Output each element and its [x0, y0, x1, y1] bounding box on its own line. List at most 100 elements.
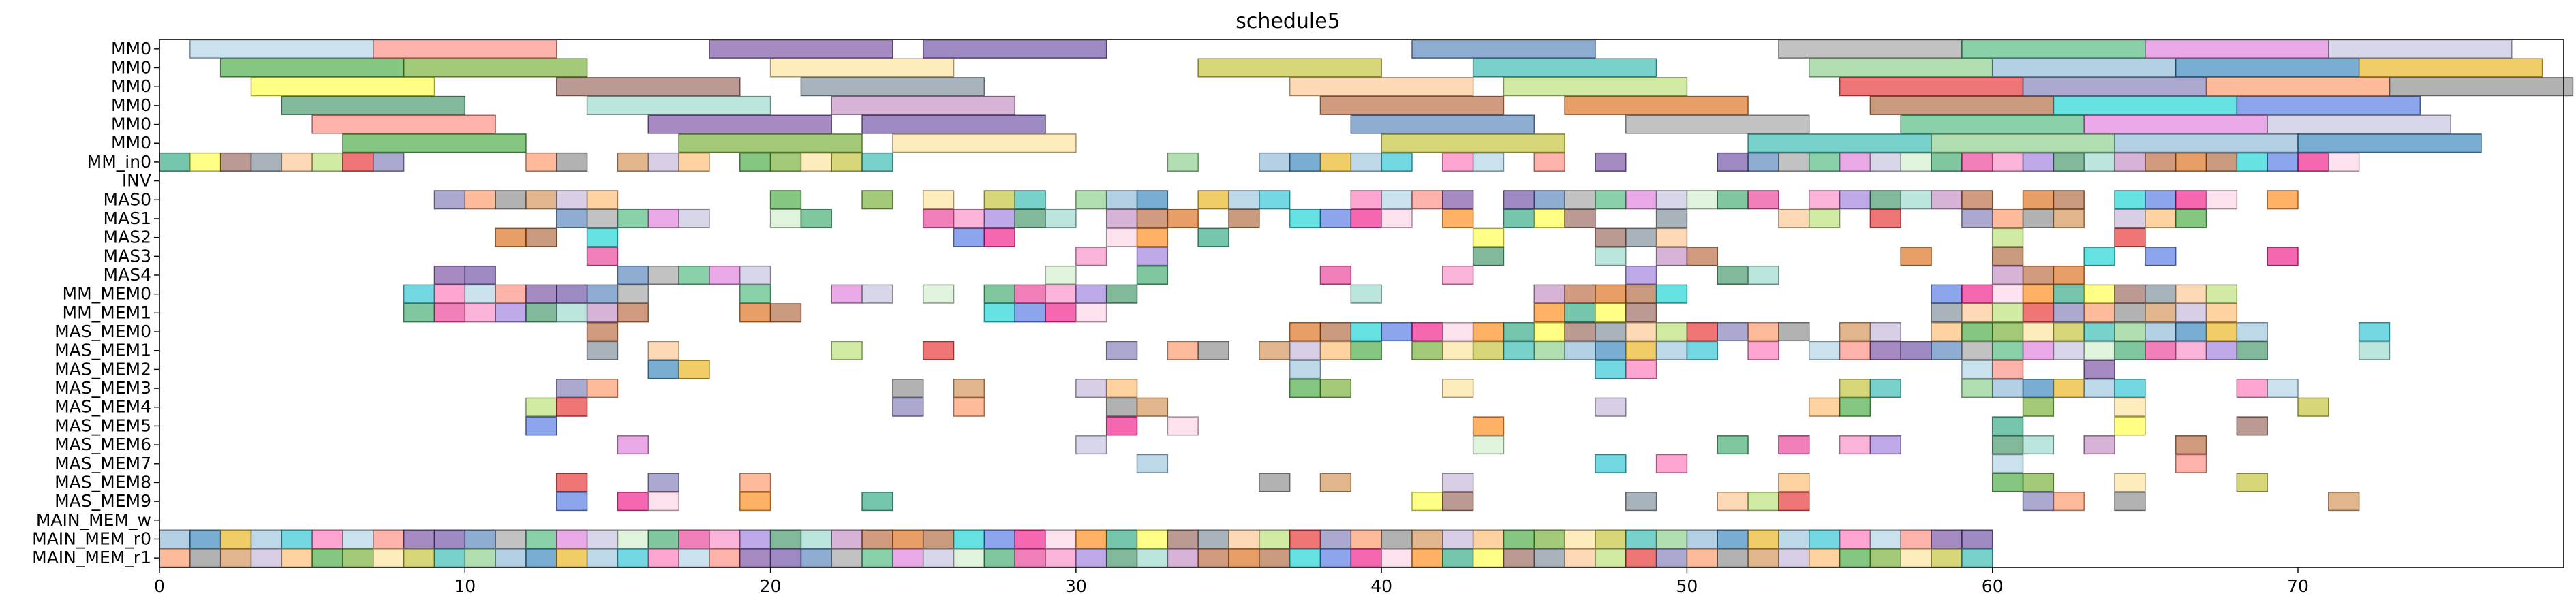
gantt-bar — [1350, 548, 1382, 568]
gantt-bar — [403, 303, 435, 323]
gantt-bar — [1931, 190, 1963, 210]
gantt-bar — [1747, 152, 1779, 172]
gantt-bar — [647, 152, 679, 172]
gantt-bar — [2083, 247, 2115, 266]
gantt-bar — [1991, 284, 2024, 304]
gantt-bar — [2114, 397, 2146, 417]
gantt-bar — [1411, 548, 1443, 568]
gantt-bar — [586, 321, 619, 342]
gantt-bar — [525, 529, 557, 549]
gantt-bar — [709, 39, 893, 59]
gantt-bar — [2145, 284, 2177, 304]
gantt-bar — [922, 39, 1107, 59]
gantt-bar — [1961, 321, 1993, 342]
gantt-bar — [1167, 529, 1199, 549]
gantt-bar — [1778, 435, 1810, 455]
gantt-bar — [495, 227, 527, 247]
gantt-bar — [647, 473, 679, 492]
gantt-bar — [1839, 529, 1871, 549]
gantt-bar — [1442, 265, 1474, 285]
gantt-bar — [159, 548, 191, 568]
gantt-bar — [739, 529, 771, 549]
x-tick-label: 10 — [454, 576, 476, 596]
gantt-bar — [2114, 152, 2146, 172]
gantt-bar — [2083, 114, 2268, 134]
gantt-bar — [1564, 208, 1596, 228]
gantt-bar — [2328, 39, 2513, 59]
gantt-bar — [2236, 341, 2268, 360]
gantt-bar — [1991, 303, 2024, 323]
gantt-bar — [1717, 435, 1749, 455]
gantt-bar — [739, 473, 771, 492]
gantt-bar — [2114, 341, 2146, 360]
gantt-bar — [464, 265, 496, 285]
gantt-bar — [922, 284, 955, 304]
gantt-bar — [1533, 529, 1565, 549]
gantt-bar — [1289, 379, 1321, 398]
y-tick-label: MM_MEM1 — [63, 302, 151, 322]
gantt-bar — [2145, 303, 2177, 323]
gantt-bar — [831, 284, 863, 304]
gantt-bar — [1686, 341, 1718, 360]
gantt-bar — [1197, 341, 1229, 360]
gantt-bar — [2022, 435, 2055, 455]
gantt-bar — [983, 548, 1015, 568]
gantt-bar — [403, 58, 588, 78]
gantt-bar — [1869, 435, 1901, 455]
y-tick-label: MAS_MEM0 — [55, 321, 151, 341]
gantt-bar — [2175, 321, 2207, 342]
gantt-bar — [2022, 303, 2055, 323]
gantt-bar — [1991, 379, 2024, 398]
gantt-bar — [1625, 303, 1657, 323]
gantt-bar — [2328, 152, 2360, 172]
gantt-bar — [525, 152, 557, 172]
gantt-bar — [2205, 77, 2391, 97]
gantt-bar — [1991, 454, 2024, 473]
gantt-bar — [1167, 341, 1199, 360]
y-tick-label: MAS_MEM6 — [55, 435, 151, 454]
gantt-bar — [1105, 379, 1138, 398]
gantt-bar — [1869, 321, 1901, 342]
gantt-bar — [1533, 548, 1565, 568]
gantt-bar — [2053, 190, 2085, 210]
gantt-bar — [342, 548, 374, 568]
gantt-bar — [1778, 473, 1810, 492]
gantt-bar — [1564, 190, 1596, 210]
gantt-bar — [1655, 227, 1688, 247]
gantt-bar — [342, 529, 374, 549]
gantt-bar — [2236, 321, 2268, 342]
gantt-bar — [1319, 379, 1352, 398]
gantt-bar — [403, 548, 435, 568]
gantt-bar — [983, 303, 1015, 323]
gantt-bar — [433, 265, 466, 285]
gantt-bar — [1747, 321, 1779, 342]
gantt-bar — [1075, 435, 1107, 455]
gantt-bar — [2083, 360, 2115, 379]
gantt-bar — [2083, 379, 2115, 398]
gantt-bar — [2145, 190, 2177, 210]
gantt-bar — [1961, 39, 2146, 59]
gantt-bar — [1747, 190, 1779, 210]
gantt-bar — [953, 529, 985, 549]
gantt-bar — [1259, 341, 1291, 360]
gantt-bar — [831, 548, 863, 568]
gantt-bar — [1564, 529, 1596, 549]
gantt-bar — [1655, 284, 1688, 304]
gantt-bar — [2114, 473, 2146, 492]
gantt-bar — [2358, 321, 2391, 342]
gantt-bar — [1014, 284, 1046, 304]
y-tick-label: MAS0 — [104, 189, 151, 209]
gantt-bar — [1625, 341, 1657, 360]
gantt-bar — [373, 548, 405, 568]
gantt-bar — [1136, 190, 1169, 210]
gantt-bar — [433, 529, 466, 549]
gantt-bar — [556, 208, 588, 228]
gantt-bar — [1564, 284, 1596, 304]
gantt-bar — [1778, 152, 1810, 172]
x-axis: 0 10 20 30 40 50 60 70 — [154, 567, 2309, 596]
gantt-bar — [525, 284, 557, 304]
gantt-bar — [678, 265, 710, 285]
gantt-bar — [2267, 379, 2299, 398]
gantt-bar — [769, 529, 802, 549]
gantt-bar — [1228, 190, 1260, 210]
